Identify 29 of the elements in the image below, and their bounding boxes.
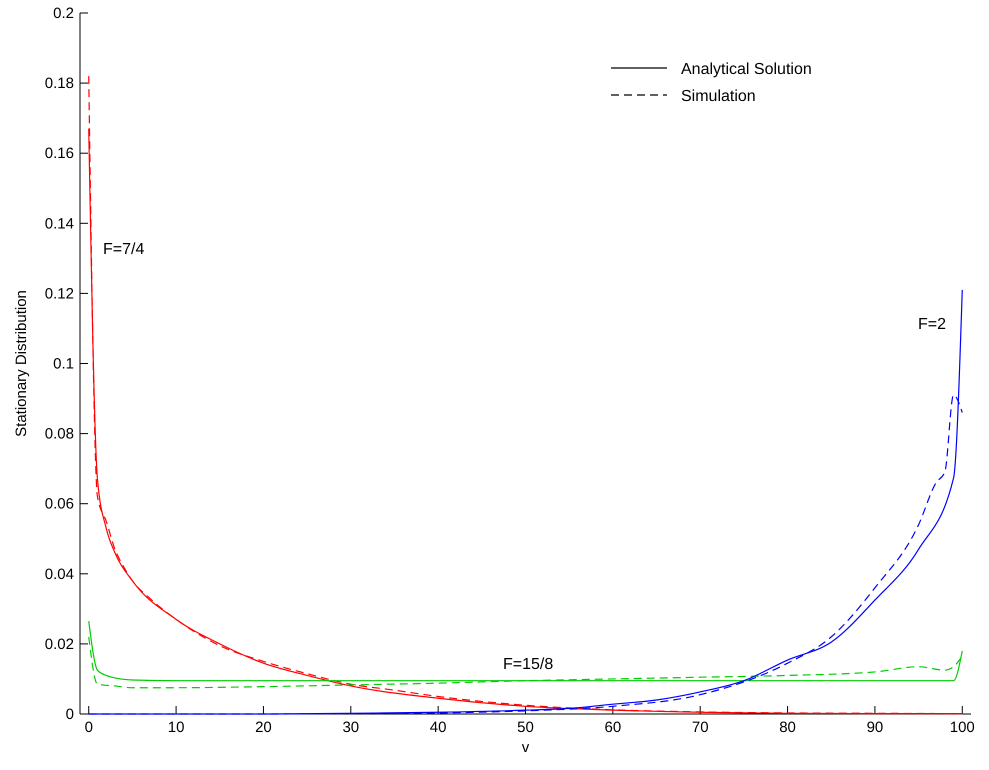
x-tick-label: 0: [84, 719, 93, 736]
y-tick-label: 0.1: [53, 356, 74, 372]
annotation: F=7/4: [103, 241, 144, 258]
x-tick-label: 80: [779, 719, 796, 736]
x-axis-title: v: [522, 739, 530, 756]
y-tick-label: 0.2: [53, 5, 74, 22]
y-tick-label: 0.06: [44, 496, 74, 513]
x-tick-label: 20: [255, 719, 272, 736]
y-tick-label: 0.18: [44, 75, 74, 92]
annotation: F=2: [918, 316, 946, 333]
y-tick-label: 0.02: [44, 636, 74, 653]
y-tick-label: 0.14: [44, 215, 74, 232]
x-tick-label: 40: [430, 719, 446, 736]
legend-label: Simulation: [681, 88, 756, 105]
legend-label: Analytical Solution: [681, 61, 812, 78]
annotation: F=15/8: [503, 656, 554, 673]
x-tick-label: 60: [604, 719, 622, 736]
x-tick-label: 90: [866, 719, 884, 736]
y-tick-label: 0.16: [44, 145, 74, 162]
y-axis-title: Stationary Distribution: [13, 290, 30, 437]
y-tick-label: 0: [66, 706, 74, 723]
x-tick-label: 100: [950, 719, 975, 736]
y-tick-label: 0.08: [44, 426, 74, 443]
x-tick-label: 30: [342, 719, 360, 736]
y-tick-label: 0.12: [44, 285, 74, 302]
y-tick-label: 0.04: [44, 566, 74, 583]
x-tick-label: 50: [517, 719, 534, 736]
x-tick-label: 10: [168, 719, 184, 736]
x-tick-label: 70: [692, 719, 709, 736]
